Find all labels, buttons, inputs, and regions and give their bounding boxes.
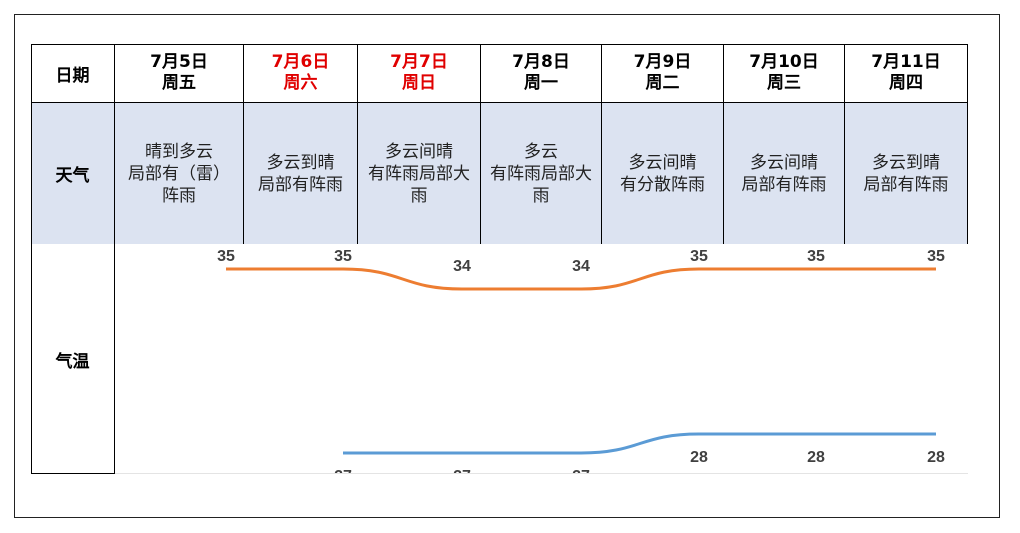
- temperature-chart: 35 35 34 34 35 35 35 27 27 27 28 28 28: [217, 248, 945, 473]
- weather-cell: 多云间晴 局部有阵雨: [724, 103, 845, 244]
- high-temp-label: 35: [690, 248, 708, 265]
- date-text: 7月11日: [871, 52, 941, 72]
- table-top-border: [31, 44, 968, 45]
- weekday-text: 周三: [767, 73, 801, 93]
- date-text: 7月9日: [633, 52, 692, 72]
- date-text: 7月8日: [512, 52, 570, 72]
- high-temp-line: [226, 267, 936, 291]
- high-temp-label: 34: [453, 258, 471, 275]
- weather-text: 多云到晴 局部有阵雨: [258, 152, 343, 195]
- date-text: 7月5日: [150, 52, 208, 72]
- high-temp-label: 34: [572, 258, 590, 275]
- weather-cell: 多云间晴 有分散阵雨: [602, 103, 724, 244]
- low-temp-label: 28: [807, 449, 825, 466]
- weather-cell: 多云间晴 有阵雨局部大雨: [358, 103, 481, 244]
- label-bottom-border: [31, 473, 115, 474]
- high-temp-label: 35: [217, 248, 235, 265]
- weather-cell: 多云 有阵雨局部大雨: [481, 103, 602, 244]
- weather-text: 晴到多云 局部有（雷） 阵雨: [128, 141, 230, 206]
- forecast-table: 日期 7月5日 周五 7月6日 周六 7月7日 周日 7月8日 周一 7月9日 周二 7月10日 周三…: [31, 44, 968, 474]
- date-text: 7月7日: [390, 52, 448, 72]
- low-temp-label: 28: [690, 449, 708, 466]
- low-temp-line: [343, 432, 936, 455]
- low-temp-label: 28: [927, 449, 945, 466]
- weather-cell: 多云到晴 局部有阵雨: [244, 103, 358, 244]
- low-temp-label: 27: [334, 468, 352, 473]
- weekday-text: 周一: [524, 73, 558, 93]
- weather-row-label: 天气: [31, 103, 115, 244]
- date-text: 7月10日: [749, 52, 819, 72]
- weather-text: 多云间晴 局部有阵雨: [741, 152, 827, 195]
- weather-text: 多云间晴 有分散阵雨: [620, 152, 705, 195]
- weather-text: 多云到晴 局部有阵雨: [863, 152, 949, 195]
- weekday-text: 周日: [402, 73, 436, 93]
- weather-text: 多云 有阵雨局部大雨: [490, 141, 592, 206]
- weekday-text: 周四: [889, 73, 923, 93]
- high-temp-label: 35: [927, 248, 945, 265]
- weekday-text: 周六: [283, 73, 318, 93]
- table-left-border: [31, 44, 32, 474]
- weather-cell: 多云到晴 局部有阵雨: [845, 103, 968, 244]
- date-header-cell: 7月5日 周五: [115, 44, 244, 102]
- date-text: 7月6日: [271, 52, 330, 72]
- temperature-row-label: 气温: [31, 244, 115, 474]
- date-header-cell: 7月8日 周一: [481, 44, 602, 102]
- header-bottom-border: [31, 102, 968, 103]
- weather-text: 多云间晴 有阵雨局部大雨: [368, 141, 470, 206]
- date-header-cell: 7月9日 周二: [602, 44, 724, 102]
- date-header-cell: 7月10日 周三: [724, 44, 845, 102]
- date-header-cell: 7月6日 周六: [244, 44, 358, 102]
- weekday-text: 周二: [645, 73, 680, 93]
- low-temp-label: 27: [572, 468, 590, 473]
- date-header-cell: 7月7日 周日: [358, 44, 481, 102]
- low-temp-label: 27: [453, 468, 471, 473]
- weekday-text: 周五: [162, 73, 196, 93]
- date-header-cell: 7月11日 周四: [845, 44, 968, 102]
- outer-frame: [14, 14, 1000, 518]
- date-row-label: 日期: [31, 44, 115, 102]
- weather-cell: 晴到多云 局部有（雷） 阵雨: [115, 103, 244, 244]
- high-temp-label: 35: [807, 248, 825, 265]
- chart-bottom-border: [115, 473, 968, 474]
- table-right-border: [967, 44, 968, 244]
- high-temp-label: 35: [334, 248, 352, 265]
